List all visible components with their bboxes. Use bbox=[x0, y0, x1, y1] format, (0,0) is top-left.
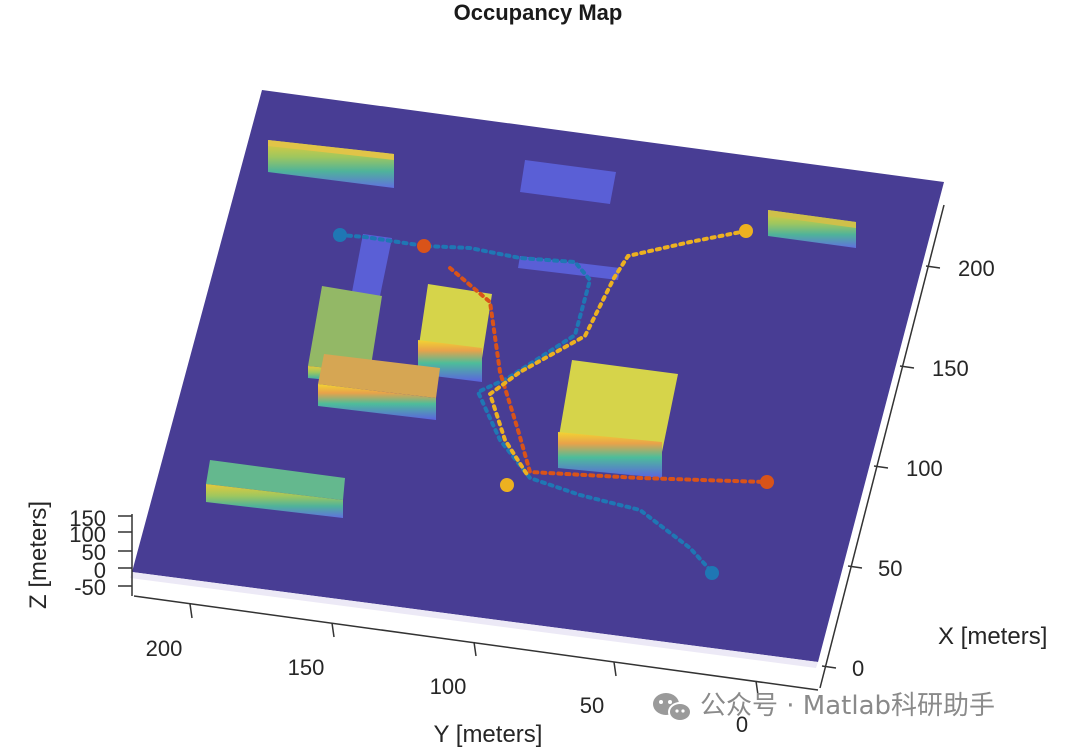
obstacle-box bbox=[206, 460, 345, 518]
y-tick-label: 0 bbox=[736, 712, 748, 737]
watermark-text: 公众号 · Matlab科研助手 bbox=[700, 691, 995, 721]
y-tick-label: 100 bbox=[430, 674, 467, 699]
chart-title: Occupancy Map bbox=[454, 0, 623, 25]
z-axis: 150 100 50 0 -50 Z [meters] bbox=[25, 501, 133, 609]
z-tick-label: 50 bbox=[82, 540, 106, 565]
x-tick-label: 200 bbox=[958, 256, 995, 281]
z-axis-label: Z [meters] bbox=[25, 501, 52, 609]
path-start-point bbox=[739, 224, 753, 238]
x-tick-label: 0 bbox=[852, 656, 864, 681]
obstacles bbox=[206, 140, 856, 518]
wechat-icon bbox=[653, 693, 692, 722]
obstacle-box bbox=[418, 284, 492, 382]
y-axis-label: Y [meters] bbox=[434, 721, 543, 748]
x-tick-label: 100 bbox=[906, 456, 943, 481]
path-yellow bbox=[487, 224, 753, 492]
path-start-point bbox=[333, 228, 347, 242]
y-tick-label: 150 bbox=[288, 655, 325, 680]
x-axis: 0 50 100 150 200 X [meters] bbox=[819, 204, 1047, 689]
y-tick-label: 200 bbox=[146, 636, 183, 661]
obstacle-box bbox=[520, 160, 616, 204]
y-axis: 200 150 100 50 0 Y [meters] bbox=[133, 595, 819, 748]
z-tick-label: 150 bbox=[69, 506, 106, 531]
obstacle-box bbox=[268, 140, 394, 188]
path-goal-point bbox=[500, 478, 514, 492]
path-orange bbox=[417, 239, 774, 489]
x-tick-label: 150 bbox=[932, 356, 969, 381]
obstacle-box bbox=[352, 234, 392, 296]
x-axis-label: X [meters] bbox=[938, 623, 1047, 650]
y-tick-label: 50 bbox=[580, 693, 604, 718]
x-tick-label: 50 bbox=[878, 556, 902, 581]
ground-plane-edge bbox=[130, 572, 818, 668]
path-goal-point bbox=[705, 566, 719, 580]
watermark: 公众号 · Matlab科研助手 bbox=[653, 691, 995, 722]
obstacle-box bbox=[558, 360, 678, 478]
z-tick-label: 100 bbox=[69, 522, 106, 547]
z-tick-label: -50 bbox=[74, 575, 106, 600]
obstacle-box bbox=[768, 210, 856, 248]
obstacle-box bbox=[318, 354, 440, 420]
path-goal-point bbox=[760, 475, 774, 489]
z-tick-label: 0 bbox=[94, 558, 106, 583]
obstacle-box bbox=[518, 256, 620, 280]
path-blue bbox=[333, 228, 719, 580]
path-start-point bbox=[417, 239, 431, 253]
